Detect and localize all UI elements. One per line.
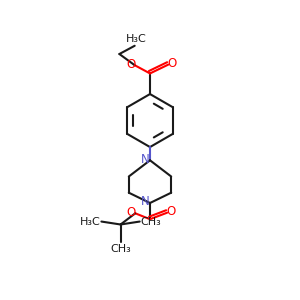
- Text: CH₃: CH₃: [110, 244, 131, 254]
- Text: N: N: [141, 195, 149, 208]
- Text: O: O: [127, 206, 136, 219]
- Text: O: O: [167, 57, 177, 70]
- Text: CH₃: CH₃: [140, 217, 161, 226]
- Text: O: O: [126, 58, 136, 70]
- Text: O: O: [166, 205, 176, 218]
- Text: H₃C: H₃C: [126, 34, 146, 44]
- Text: H₃C: H₃C: [80, 217, 101, 226]
- Text: N: N: [141, 153, 149, 166]
